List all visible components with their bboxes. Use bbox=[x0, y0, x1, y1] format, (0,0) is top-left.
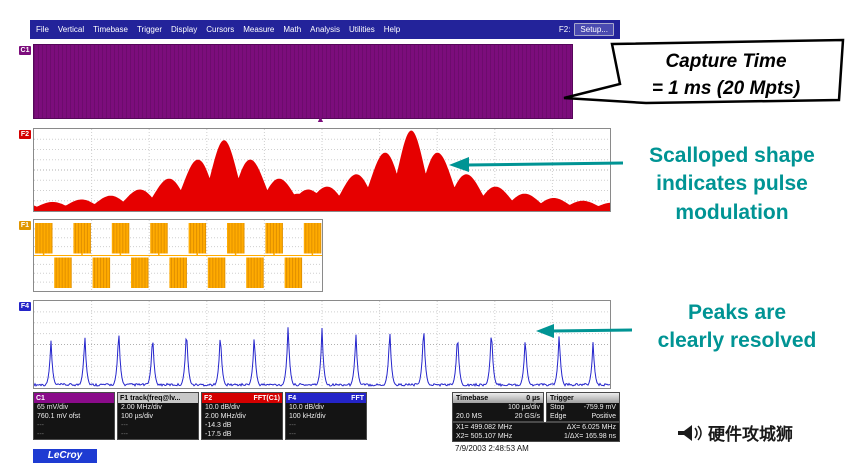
descriptor-value: --- bbox=[121, 431, 128, 438]
callout-bubble bbox=[563, 38, 845, 105]
trigger-panel[interactable]: Trigger Stop -759.9 mV Edge Positive bbox=[546, 392, 620, 422]
descriptor-value: --- bbox=[289, 431, 296, 438]
cursor-x2: X2= 505.107 MHz bbox=[456, 433, 513, 440]
descriptor-f4[interactable]: F4 FFT 10.0 dB/div 100 kHz/div --- --- bbox=[285, 392, 367, 440]
peaks-annotation: Peaks are clearly resolved bbox=[628, 299, 846, 356]
f4-spectrum-grid bbox=[33, 300, 611, 389]
trigger-position-marker-icon[interactable]: ▲ bbox=[316, 114, 325, 124]
cursor-inv-dx: 1/ΔX= 165.98 ns bbox=[564, 433, 616, 440]
cursor-x1: X1= 499.082 MHz bbox=[456, 424, 513, 431]
c1-capture-trace bbox=[33, 44, 573, 119]
callout-text: Capture Time = 1 ms (20 Mpts) bbox=[618, 49, 834, 102]
f2-spectrum-grid bbox=[33, 128, 611, 212]
trace-label-f2: F2 bbox=[19, 130, 31, 139]
datetime-label: 7/9/2003 2:48:53 AM bbox=[455, 444, 529, 453]
annotation-line: Scalloped shape bbox=[649, 144, 815, 167]
menu-item-file[interactable]: File bbox=[36, 25, 49, 34]
descriptor-value: 10.0 dB/div bbox=[289, 404, 325, 411]
menu-bar: File Vertical Timebase Trigger Display Cursor… bbox=[30, 20, 620, 39]
annotation-line: clearly resolved bbox=[657, 329, 817, 353]
menu-item-vertical[interactable]: Vertical bbox=[57, 25, 85, 34]
callout-line2: = 1 ms (20 Mpts) bbox=[651, 77, 801, 99]
menu-item-measure[interactable]: Measure bbox=[243, 25, 275, 34]
descriptor-value: 2.00 MHz/div bbox=[205, 413, 246, 420]
menu-item-utilities[interactable]: Utilities bbox=[348, 25, 375, 34]
descriptor-c1[interactable]: C1 65 mV/div 760.1 mV ofst --- --- bbox=[33, 392, 115, 440]
descriptor-value: -17.5 dB bbox=[205, 431, 232, 438]
menu-items: File Vertical Timebase Trigger Display Cursor… bbox=[36, 25, 400, 34]
descriptor-f1[interactable]: F1 track(freq@lv... 2.00 MHz/div 100 µs/di… bbox=[117, 392, 199, 440]
callout-line1: Capture Time bbox=[665, 51, 787, 72]
scalloped-arrow-icon bbox=[449, 157, 624, 172]
descriptor-value: --- bbox=[37, 431, 44, 438]
menu-item-cursors[interactable]: Cursors bbox=[206, 25, 235, 34]
annotation-line: Peaks are bbox=[687, 301, 787, 324]
descriptor-value: 760.1 mV ofst bbox=[37, 413, 81, 420]
descriptor-value: 100 kHz/div bbox=[289, 413, 326, 420]
annotation-line: modulation bbox=[675, 200, 789, 224]
menu-item-timebase[interactable]: Timebase bbox=[93, 25, 128, 34]
f1-pulse-grid bbox=[33, 219, 323, 292]
descriptor-value: --- bbox=[121, 422, 128, 429]
descriptor-row: C1 65 mV/div 760.1 mV ofst --- --- F1 track(f… bbox=[33, 392, 367, 440]
cursor-dx: ΔX= 6.025 MHz bbox=[566, 424, 616, 431]
timebase-trigger-group: Timebase 0 µs 100 µs/div 20.0 MS 20 GS/s Tri… bbox=[452, 392, 620, 422]
annotation-line: indicates pulse bbox=[656, 172, 808, 196]
menu-item-analysis[interactable]: Analysis bbox=[310, 25, 340, 34]
setup-button[interactable]: Setup... bbox=[574, 23, 614, 36]
scalloped-annotation: Scalloped shape indicates pulse modulation bbox=[618, 142, 846, 227]
trace-label-f1: F1 bbox=[19, 221, 31, 230]
watermark-text: 硬件攻城狮 bbox=[708, 425, 793, 444]
peaks-arrow-icon bbox=[536, 324, 633, 338]
f2-spectrum-svg bbox=[33, 129, 611, 212]
descriptor-value: 100 µs/div bbox=[121, 413, 154, 420]
menu-item-trigger[interactable]: Trigger bbox=[136, 25, 162, 34]
megaphone-icon bbox=[678, 424, 702, 441]
trace-label-f4: F4 bbox=[19, 302, 31, 311]
descriptor-f2[interactable]: F2 FFT(C1) 10.0 dB/div 2.00 MHz/div -14.3 dB… bbox=[201, 392, 283, 440]
descriptor-value: 65 mV/div bbox=[37, 404, 69, 411]
menu-item-help[interactable]: Help bbox=[383, 25, 401, 34]
f4-spectrum-svg bbox=[33, 301, 611, 388]
f2-prefix-label: F2: bbox=[558, 25, 571, 34]
descriptor-value: 2.00 MHz/div bbox=[121, 404, 162, 411]
descriptor-value: --- bbox=[289, 422, 296, 429]
f1-pulses-svg bbox=[34, 220, 322, 291]
trace-label-c1: C1 bbox=[19, 46, 31, 55]
menu-right-group: F2: Setup... bbox=[559, 23, 614, 36]
descriptor-value: -14.3 dB bbox=[205, 422, 232, 429]
watermark: 硬件攻城狮 bbox=[676, 420, 793, 445]
cursor-readout: X1= 499.082 MHz ΔX= 6.025 MHz X2= 505.10… bbox=[452, 422, 620, 442]
menu-item-display[interactable]: Display bbox=[171, 25, 198, 34]
menu-item-math[interactable]: Math bbox=[283, 25, 302, 34]
descriptor-value: 10.0 dB/div bbox=[205, 404, 241, 411]
lecroy-logo: LeCroy bbox=[33, 449, 97, 463]
descriptor-value: --- bbox=[37, 422, 44, 429]
timebase-panel[interactable]: Timebase 0 µs 100 µs/div 20.0 MS 20 GS/s bbox=[452, 392, 544, 422]
